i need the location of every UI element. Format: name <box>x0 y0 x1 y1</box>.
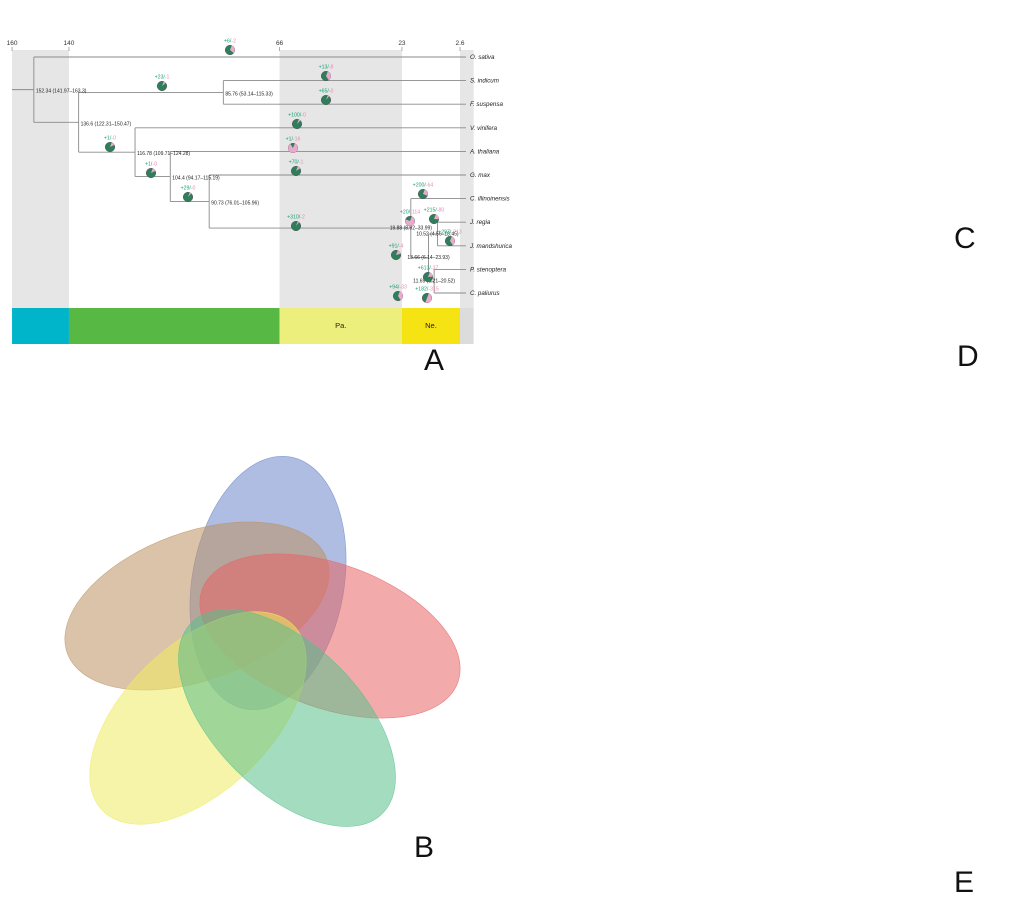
pie-loss-slice <box>423 189 428 196</box>
pie-loss-slice <box>110 142 115 147</box>
species-label: G. max <box>470 172 491 179</box>
gain-loss-label: +215/-80 <box>424 208 445 214</box>
node-age-label: 11.69 (5.21–20.52) <box>413 279 455 285</box>
pie-loss-slice <box>297 119 301 124</box>
species-label: O. sativa <box>470 54 495 61</box>
venn-ellipse <box>178 609 396 827</box>
time-band <box>460 50 474 308</box>
pie-loss-slice <box>288 143 298 153</box>
gain-loss-label: +613/-37 <box>418 266 439 272</box>
node-age-label: 116.78 (109.71–124.28) <box>137 151 190 157</box>
gain-loss-label: +29/-0 <box>181 186 196 192</box>
pie-loss-slice <box>405 216 415 226</box>
node-age-label: 13.66 (6.14–23.93) <box>407 255 450 261</box>
pie-loss-slice <box>296 221 300 226</box>
time-band <box>279 50 402 308</box>
time-tick-label: 140 <box>64 40 75 47</box>
panel-label-a: A <box>424 344 445 377</box>
pie-loss-slice <box>428 272 433 277</box>
species-label: A. thaliana <box>469 148 500 155</box>
node-age-label: 10.52 (4.56–18.45) <box>416 232 459 238</box>
gain-loss-label: +65/-0 <box>319 89 334 95</box>
species-label: C. paliurus <box>470 290 500 297</box>
gain-loss-label: +297/-213 <box>438 230 462 236</box>
gain-loss-label: +1/-16 <box>286 137 301 143</box>
time-band <box>12 50 69 308</box>
panel-b-venn-diagram <box>64 455 461 827</box>
pie-loss-slice <box>326 71 331 81</box>
gain-loss-label: +310/-2 <box>287 215 305 221</box>
gain-loss-label: +1/-0 <box>145 162 157 168</box>
era-label: Pa. <box>335 321 346 330</box>
node-age-label: 136.6 (122.31–150.47) <box>81 121 132 127</box>
species-label: J. mandshurica <box>469 243 513 250</box>
panel-label-c: C <box>954 222 976 255</box>
era-strip <box>460 308 474 344</box>
node-age-label: 85.76 (53.14–115.33) <box>225 91 273 97</box>
gain-loss-label: +6/-2 <box>224 39 236 45</box>
node-age-label: 152.34 (141.97–163.3) <box>36 89 87 95</box>
pie-loss-slice <box>425 293 432 303</box>
species-label: S. indicum <box>470 78 499 85</box>
pie-loss-slice <box>450 236 455 246</box>
node-age-label: 90.73 (76.01–105.96) <box>211 201 259 207</box>
gain-loss-label: +13/-8 <box>319 65 334 71</box>
time-tick-label: 160 <box>7 40 18 47</box>
species-label: F. suspensa <box>470 101 503 108</box>
species-label: J. regia <box>469 219 491 226</box>
species-label: C. illinoinensis <box>470 196 510 203</box>
era-label: Ne. <box>425 321 437 330</box>
pie-loss-slice <box>188 192 192 197</box>
pie-loss-slice <box>398 291 403 301</box>
gain-loss-label: +91/-4 <box>389 244 404 250</box>
panel-label-b: B <box>414 831 435 864</box>
node-age-label: 104.4 (94.17–115.19) <box>172 175 220 181</box>
era-strip <box>68 308 280 344</box>
panel-a-phylogenetic-tree: Pa. Ne. 160 140 66 23 2.6 85.76 (53.14–115.33) 1… <box>7 39 513 344</box>
gain-loss-label: +1/-0 <box>104 136 116 142</box>
pie-loss-slice <box>326 95 330 100</box>
time-tick-label: 66 <box>276 40 284 47</box>
gain-loss-label: +100/-0 <box>288 113 306 119</box>
node-age-label: 19.88 (8.92–33.99) <box>390 226 433 232</box>
gain-loss-label: +23/-1 <box>155 75 170 81</box>
gain-loss-label: +70/-1 <box>289 160 304 166</box>
gain-loss-label: +200/-64 <box>413 183 434 189</box>
panel-label-e: E <box>954 866 975 899</box>
pie-loss-slice <box>162 81 166 86</box>
panel-c-synteny-plot <box>510 0 1024 290</box>
pie-loss-slice <box>396 250 401 255</box>
gain-loss-label: +94/-33 <box>389 285 407 291</box>
gain-loss-label: +182/-315 <box>415 287 439 293</box>
time-tick-label: 2.6 <box>455 40 464 47</box>
pie-loss-slice <box>296 166 301 171</box>
panel-e-ne-history <box>512 545 1024 917</box>
pie-loss-slice <box>230 45 235 54</box>
era-strip <box>279 308 402 344</box>
era-strip <box>401 308 460 344</box>
species-label: V. vinifera <box>470 125 498 132</box>
pie-loss-slice <box>151 168 156 173</box>
gain-loss-label: +20/-114 <box>400 210 420 216</box>
pie-loss-slice <box>434 214 439 220</box>
time-tick-label: 23 <box>398 40 406 47</box>
panel-d-ks-ridgeline <box>512 290 1024 545</box>
panel-label-d: D <box>957 340 979 373</box>
species-label: P. stenoptera <box>470 266 507 273</box>
era-strip <box>12 308 69 344</box>
